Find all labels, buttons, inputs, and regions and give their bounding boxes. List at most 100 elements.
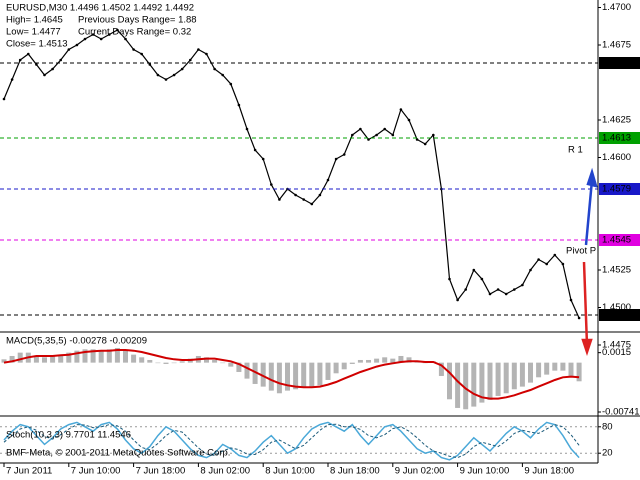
macd-bar <box>147 359 153 363</box>
price-point <box>261 157 265 161</box>
price-point <box>18 58 22 62</box>
macd-bar <box>576 362 582 382</box>
price-point <box>391 133 395 137</box>
macd-signal <box>3 349 580 400</box>
x-tick-label: 8 Jun 18:00 <box>330 466 380 477</box>
y-tick-label: 0.0015 <box>602 347 631 358</box>
price-point <box>399 108 403 111</box>
macd-bar <box>341 362 347 370</box>
macd-bar <box>42 357 47 363</box>
price-point <box>432 133 435 137</box>
price-point <box>359 127 362 131</box>
level-label: 1.4545 <box>602 235 631 246</box>
price-point <box>253 148 257 152</box>
price-point <box>156 73 160 77</box>
price-point <box>116 28 119 32</box>
macd-bar <box>366 359 371 363</box>
macd-bar <box>455 362 461 408</box>
price-point <box>294 193 297 197</box>
macd-bar <box>212 359 218 363</box>
copyright: BMF-Meta, © 2001-2011 MetaQuotes Softwar… <box>6 448 230 459</box>
price-point <box>213 67 216 71</box>
price-point <box>148 63 152 66</box>
macd-bar <box>325 362 331 380</box>
price-point <box>221 73 224 77</box>
price-point <box>448 277 451 281</box>
price-point <box>99 37 103 41</box>
y-tick-label: 80 <box>602 421 613 432</box>
macd-bar <box>33 355 39 363</box>
price-point <box>407 118 411 122</box>
info-text: Close= 1.4513 <box>6 39 68 50</box>
price-point <box>480 277 484 281</box>
price-point <box>205 52 208 56</box>
stoch-panel-bg <box>0 416 598 463</box>
macd-bar <box>17 352 23 363</box>
price-point <box>310 202 314 206</box>
price-point <box>569 298 573 302</box>
macd-bar <box>560 362 566 371</box>
level-label: 1.4495 <box>602 310 631 321</box>
level-box <box>599 234 640 246</box>
macd-bar <box>123 350 128 363</box>
level-box <box>599 183 640 195</box>
price-point <box>108 33 111 36</box>
overlay: 1.47001.46751.46251.46001.45251.45001.44… <box>3 2 640 477</box>
macd-bar <box>58 354 64 363</box>
macd-bar <box>82 349 88 363</box>
macd-bar <box>544 362 550 375</box>
price-point <box>124 37 127 41</box>
macd-bar <box>9 355 15 363</box>
up-arrow <box>584 167 598 246</box>
price-point <box>553 253 557 257</box>
price-point <box>59 58 62 62</box>
macd-bar <box>479 362 485 403</box>
price-point <box>351 133 354 137</box>
macd-bar <box>106 349 112 363</box>
y-tick-label: 20 <box>602 448 613 459</box>
price-point <box>472 268 476 272</box>
level-annotation: Pivot P <box>566 246 596 257</box>
macd-bar <box>98 350 104 363</box>
price-point <box>27 52 30 56</box>
macd-bar <box>487 362 493 400</box>
macd-bar <box>406 357 412 363</box>
price-point <box>577 316 581 320</box>
macd-bar <box>204 357 209 363</box>
price-point <box>415 138 419 141</box>
macd-bar <box>438 362 444 376</box>
price-point <box>529 268 532 272</box>
macd-bar <box>268 362 274 391</box>
y-tick-label: -0.00741 <box>602 407 640 418</box>
price-point <box>513 288 516 291</box>
price-point <box>35 63 38 66</box>
macd-bar <box>463 362 469 410</box>
price-line <box>3 29 580 319</box>
y-tick-label: 1.4475 <box>602 340 631 351</box>
level-box <box>599 132 640 144</box>
info-text: High= 1.4645 <box>6 15 63 26</box>
x-tick-label: 8 Jun 02:00 <box>200 466 250 477</box>
price-point <box>545 262 548 266</box>
macd-bar <box>333 362 339 374</box>
macd-bar <box>349 362 355 364</box>
macd-bar <box>398 355 404 363</box>
macd-bar <box>74 350 80 363</box>
price-point <box>521 283 524 287</box>
price-point <box>423 142 427 146</box>
macd-bar <box>252 362 258 384</box>
macd-bar <box>519 362 525 387</box>
macd-bar <box>179 361 185 363</box>
macd-bar <box>309 362 315 387</box>
price-point <box>83 37 87 41</box>
macd-bar <box>374 358 380 363</box>
price-point <box>91 33 95 36</box>
level-annotation: R 1 <box>568 145 583 156</box>
price-point <box>229 82 233 86</box>
x-tick-label: 7 Jun 18:00 <box>136 466 186 477</box>
level-label: 1.4663 <box>602 58 631 69</box>
macd-bar <box>471 362 477 407</box>
price-point <box>496 288 500 291</box>
price-point <box>164 78 168 81</box>
